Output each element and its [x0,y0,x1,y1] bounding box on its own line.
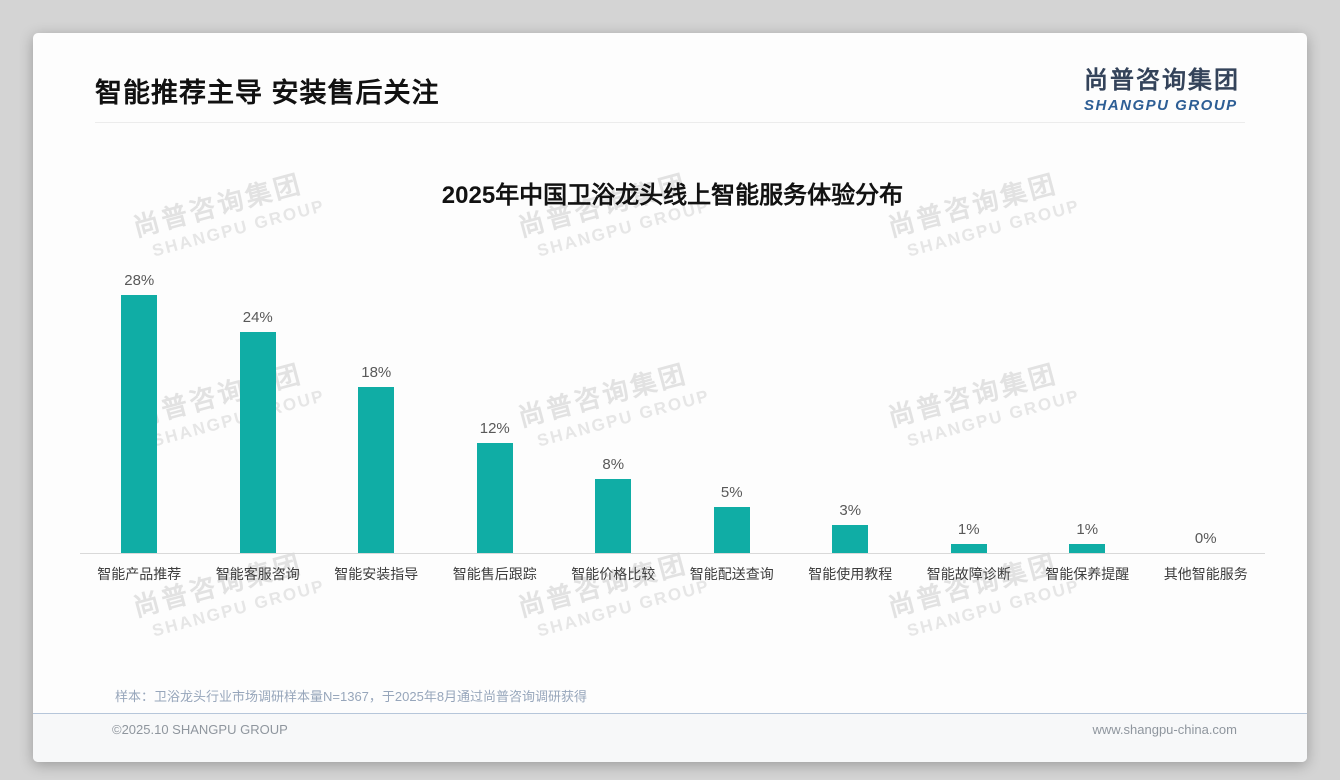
bar [950,543,987,553]
bar-value-label: 5% [720,484,743,501]
category-label: 智能价格比较 [571,566,656,582]
bar-value-label: 0% [1194,530,1217,547]
bar-column: 5% [673,268,792,553]
bar-column: 24% [199,268,318,553]
watermark: 尚普咨询集团 SHANGPU GROUP [884,539,1083,644]
bar-value-label: 12% [479,419,510,437]
watermark-english-text: SHANGPU GROUP [150,576,328,641]
logo-english-text: SHANGPU GROUP [1084,97,1238,114]
category-label: 智能售后跟踪 [452,566,537,582]
bar-column: 1% [1028,268,1147,553]
footer-strip: ©2025.10 SHANGPU GROUP www.shangpu-china… [33,713,1307,762]
bar-column: 18% [317,268,436,553]
bar-plot: 28% 24% 18% 12% 8% 5% 3% 1% 1% 0% [80,268,1265,553]
category-row: 智能产品推荐 智能客服咨询 智能安装指导 智能售后跟踪 智能价格比较 智能配送查询 智能使用… [80,564,1265,584]
bar [1069,543,1106,553]
bar-value-label: 1% [1076,520,1099,538]
bar [713,507,750,553]
category-label: 智能产品推荐 [97,566,182,582]
category-label: 智能故障诊断 [926,566,1011,582]
bar-value-label: 18% [361,364,392,382]
category-label: 智能客服咨询 [215,566,300,582]
bar-value-label: 1% [957,520,980,538]
bar [239,332,276,553]
bar-column: 28% [80,268,199,553]
watermark-english-text: SHANGPU GROUP [905,576,1083,641]
website-url: www.shangpu-china.com [1092,722,1237,737]
company-logo: 尚普咨询集团 SHANGPU GROUP [1084,60,1240,114]
category-label: 智能配送查询 [689,566,774,582]
bar [121,295,158,553]
bar-column: 12% [436,268,555,553]
slide-card: 尚普咨询集团 SHANGPU GROUP 尚普咨询集团 SHANGPU GROUP 尚普… [33,33,1307,762]
bar-value-label: 28% [124,272,155,290]
x-axis-line [80,553,1265,554]
category-label: 其他智能服务 [1163,566,1248,582]
bar [358,387,395,553]
bar [832,525,869,553]
category-label: 智能安装指导 [334,566,419,582]
category-label: 智能使用教程 [808,566,893,582]
bar-value-label: 3% [839,502,862,520]
chart-title: 2025年中国卫浴龙头线上智能服务体验分布 [441,182,904,209]
bar [476,442,513,553]
watermark: 尚普咨询集团 SHANGPU GROUP [514,539,713,644]
title-divider [95,122,1245,123]
category-label: 智能保养提醒 [1045,566,1130,582]
copyright-text: ©2025.10 SHANGPU GROUP [112,722,288,737]
bar-column: 0% [1147,268,1266,553]
watermark-english-text: SHANGPU GROUP [535,576,713,641]
bar-column: 1% [910,268,1029,553]
bar-value-label: 8% [602,456,625,474]
bar-value-label: 24% [242,309,273,327]
bar [595,479,632,553]
watermark: 尚普咨询集团 SHANGPU GROUP [129,539,328,644]
logo-chinese-text: 尚普咨询集团 [1084,67,1240,94]
bar-column: 3% [791,268,910,553]
bar-column: 8% [554,268,673,553]
sample-footnote: 样本：卫浴龙头行业市场调研样本量N=1367，于2025年8月通过尚普咨询调研获… [115,689,588,704]
slide-title: 智能推荐主导 安装售后关注 [95,78,440,108]
